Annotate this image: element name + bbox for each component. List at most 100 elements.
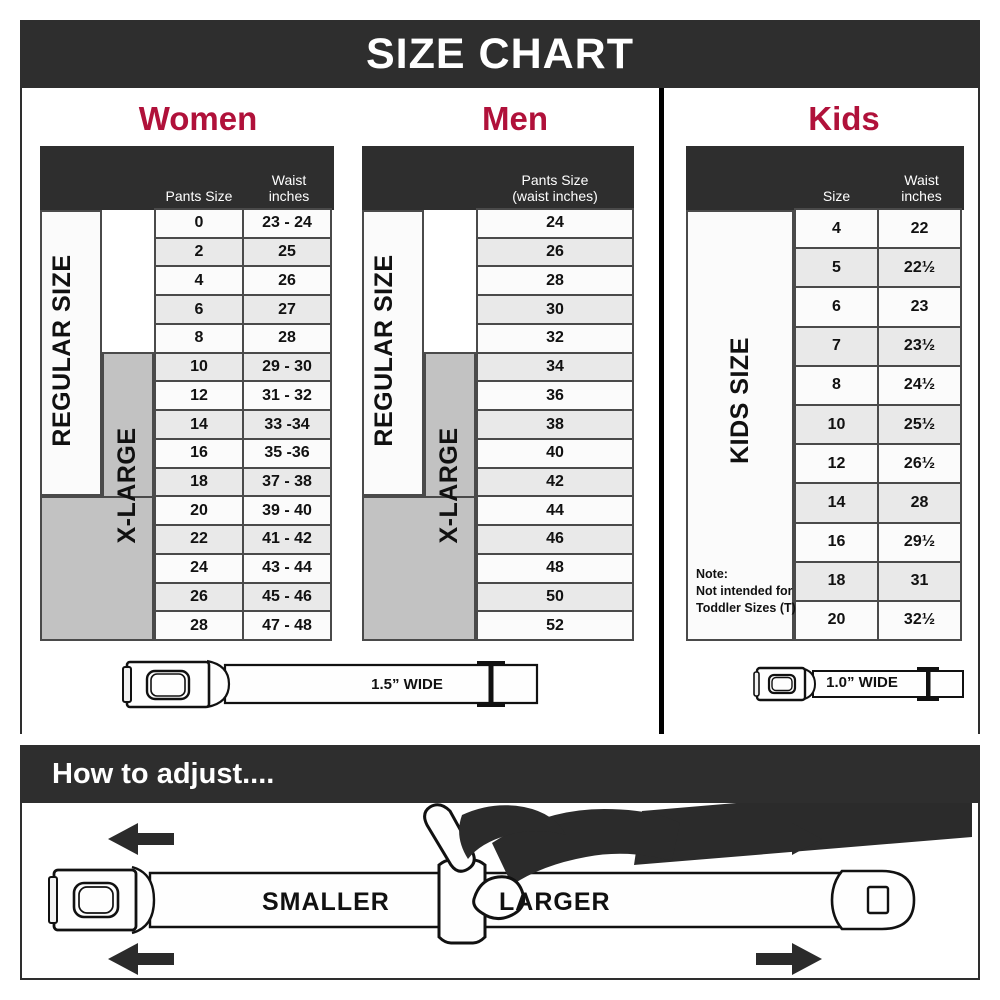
women-cell-size: 6: [154, 294, 244, 325]
women-col-header-pants-size: Pants Size: [165, 187, 233, 204]
women-table-row: 8 28: [154, 322, 334, 354]
kids-cell-size: 14: [794, 482, 879, 524]
women-table-row: 10 29 - 30: [154, 351, 334, 383]
women-cell-size: 0: [154, 208, 244, 239]
kids-cell-size: 12: [794, 443, 879, 485]
women-xlarge-band-wide: [40, 496, 154, 641]
kids-cell-waist: 32½: [877, 599, 962, 642]
kids-table-row: 8 24½: [794, 364, 964, 406]
men-table-row: 52: [476, 610, 634, 642]
section-divider: [659, 88, 664, 734]
women-cell-size: 28: [154, 610, 244, 642]
women-table-row: 14 33 -34: [154, 409, 334, 440]
kids-cell-waist: 31: [877, 560, 962, 602]
kids-belt-diagram: [753, 666, 964, 702]
how-to-adjust-title: How to adjust....: [52, 757, 275, 790]
kids-rows: 4 22 5 22½ 6 23 7 23½ 8 24½ 10 25½ 12 26½ 14 28 16 29½ 18 3…: [794, 208, 964, 642]
women-table-row: 18 37 - 38: [154, 466, 334, 498]
adult-belt-diagram: [122, 659, 539, 709]
women-cell-size: 16: [154, 437, 244, 469]
women-table-header: Pants Size Waist inches: [40, 146, 334, 210]
women-table-row: 16 35 -36: [154, 437, 334, 469]
kids-cell-waist: 22½: [877, 247, 962, 289]
section-heading-men: Men: [482, 100, 548, 137]
kids-col-header-size: Size: [822, 187, 851, 204]
kids-table-row: 18 31: [794, 560, 964, 602]
kids-cell-waist: 23½: [877, 325, 962, 367]
kids-belt-width-label: 1.0” WIDE: [826, 674, 898, 691]
women-table-row: 24 43 - 44: [154, 552, 334, 584]
kids-table-row: 16 29½: [794, 521, 964, 563]
kids-cell-waist: 28: [877, 482, 962, 524]
women-size-table: Pants Size Waist inches REGULAR SIZE X-L…: [40, 146, 334, 642]
women-cell-waist: 25: [242, 236, 332, 268]
women-cell-size: 22: [154, 524, 244, 555]
kids-col-header-waist: Waist inches: [901, 171, 942, 204]
kids-table-header: Size Waist inches: [686, 146, 964, 210]
men-size-table: Pants Size (waist inches) REGULAR SIZE X…: [362, 146, 634, 642]
men-table-row: 44: [476, 495, 634, 527]
women-cell-size: 26: [154, 581, 244, 613]
men-table-row: 40: [476, 437, 634, 469]
section-heading-kids: Kids: [808, 100, 880, 137]
men-cell-size: 34: [476, 351, 634, 383]
women-cell-waist: 28: [242, 322, 332, 354]
kids-cell-size: 20: [794, 599, 879, 642]
kids-cell-size: 5: [794, 247, 879, 289]
women-cell-size: 20: [154, 495, 244, 527]
women-cell-size: 2: [154, 236, 244, 268]
how-to-adjust-bar: How to adjust....: [20, 745, 980, 803]
women-cell-size: 8: [154, 322, 244, 354]
women-table-row: 28 47 - 48: [154, 610, 334, 642]
women-cell-waist: 39 - 40: [242, 495, 332, 527]
adult-belt-width-label: 1.5” WIDE: [371, 676, 443, 693]
women-cell-size: 18: [154, 466, 244, 498]
men-cell-size: 38: [476, 409, 634, 440]
kids-cell-size: 18: [794, 560, 879, 602]
kids-cell-waist: 23: [877, 286, 962, 328]
kids-table-row: 12 26½: [794, 443, 964, 485]
kids-table-row: 6 23: [794, 286, 964, 328]
women-cell-size: 12: [154, 380, 244, 412]
women-cell-waist: 47 - 48: [242, 610, 332, 642]
kids-size-band: [686, 210, 794, 641]
men-cell-size: 26: [476, 236, 634, 268]
women-table-row: 20 39 - 40: [154, 495, 334, 527]
women-cell-size: 10: [154, 351, 244, 383]
kids-cell-waist: 22: [877, 208, 962, 250]
men-table-row: 46: [476, 524, 634, 555]
men-table-row: 38: [476, 409, 634, 440]
men-col-header-pants-size: Pants Size (waist inches): [512, 171, 598, 204]
kids-table-row: 7 23½: [794, 325, 964, 367]
kids-band-label: KIDS SIZE: [726, 337, 754, 464]
men-table-row: 30: [476, 294, 634, 325]
kids-cell-waist: 24½: [877, 364, 962, 406]
women-table-row: 0 23 - 24: [154, 208, 334, 239]
kids-table-row: 10 25½: [794, 403, 964, 446]
kids-cell-size: 8: [794, 364, 879, 406]
women-cell-waist: 45 - 46: [242, 581, 332, 613]
women-col-header-waist: Waist inches: [268, 171, 310, 204]
men-cell-size: 50: [476, 581, 634, 613]
women-cell-size: 14: [154, 409, 244, 440]
men-table-row: 24: [476, 208, 634, 239]
men-table-row: 34: [476, 351, 634, 383]
kids-cell-waist: 29½: [877, 521, 962, 563]
women-cell-waist: 26: [242, 265, 332, 297]
kids-cell-size: 16: [794, 521, 879, 563]
women-cell-waist: 37 - 38: [242, 466, 332, 498]
men-regular-band: [362, 210, 424, 496]
women-table-row: 26 45 - 46: [154, 581, 334, 613]
adjust-belt-diagram: [48, 803, 972, 975]
adjust-smaller-label: SMALLER: [262, 888, 390, 916]
men-table-row: 36: [476, 380, 634, 412]
kids-cell-waist: 26½: [877, 443, 962, 485]
women-cell-waist: 27: [242, 294, 332, 325]
women-cell-waist: 29 - 30: [242, 351, 332, 383]
men-cell-size: 52: [476, 610, 634, 642]
women-table-row: 22 41 - 42: [154, 524, 334, 555]
men-xlarge-band-label: X-LARGE: [435, 427, 463, 544]
men-cell-size: 32: [476, 322, 634, 354]
men-cell-size: 36: [476, 380, 634, 412]
women-rows: 0 23 - 24 2 25 4 26 6 27 8 28 10 29 - 30 12 31 - 32 14…: [154, 208, 334, 642]
